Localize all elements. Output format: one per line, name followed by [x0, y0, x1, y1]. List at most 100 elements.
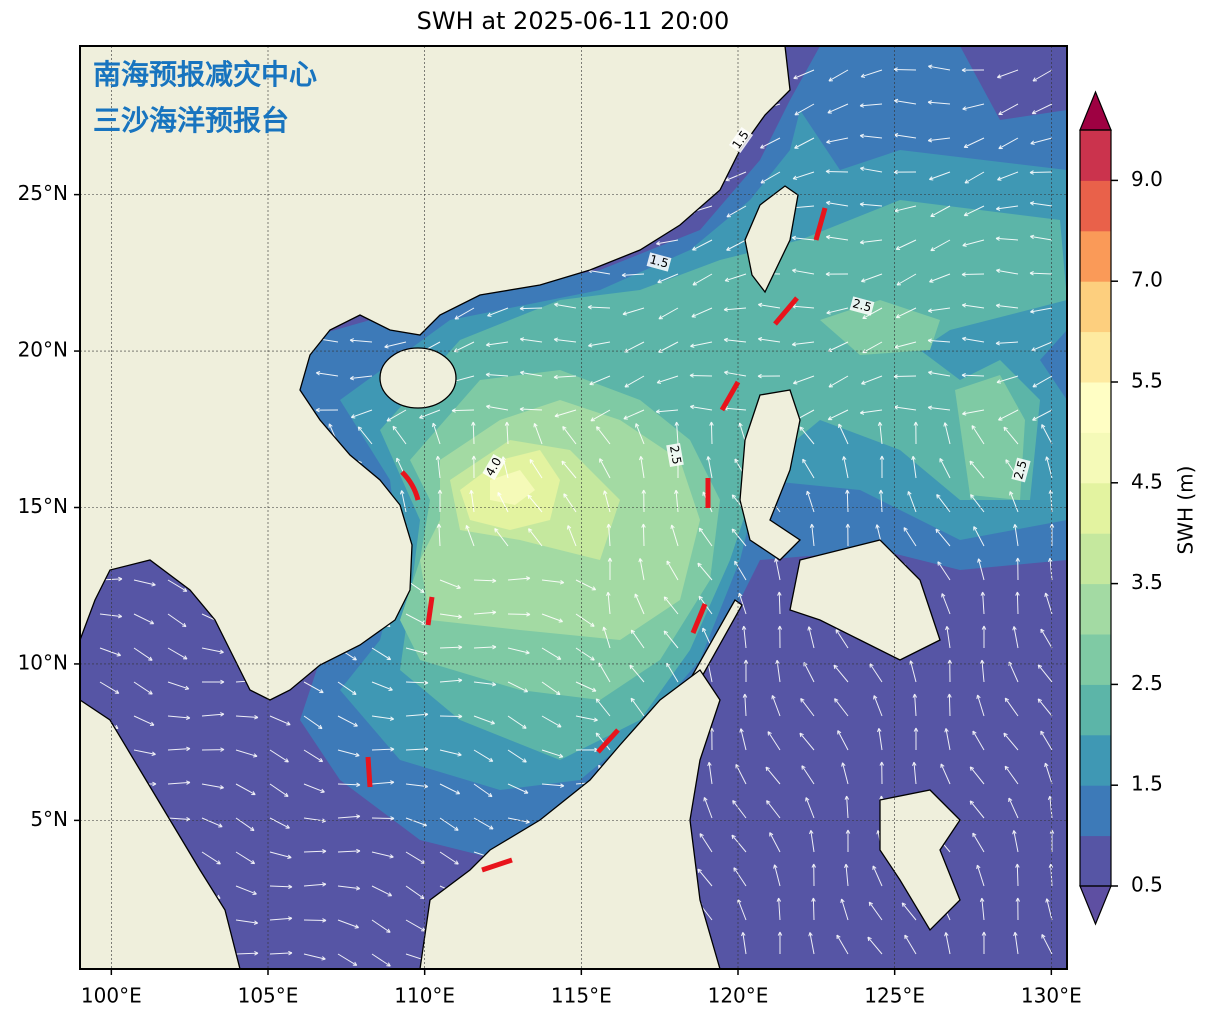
wave-arrow [527, 494, 543, 513]
contour-label-text: 1.5 [648, 252, 670, 270]
wave-arrow [606, 591, 611, 615]
wave-arrow [133, 681, 153, 695]
wave-arrow [791, 341, 815, 347]
wave-arrow [167, 579, 188, 592]
wave-arrow [201, 817, 223, 828]
wave-arrow [432, 422, 441, 445]
wave-arrow [167, 613, 187, 628]
wave-arrow [473, 715, 496, 725]
colorbar-tick-label: 7.0 [1131, 268, 1163, 292]
wave-arrow [655, 409, 679, 414]
wave-arrow [776, 897, 782, 921]
wave-arrow [473, 681, 497, 687]
wave-arrow [621, 272, 645, 278]
wave-arrow [269, 916, 293, 921]
wave-arrow [167, 715, 191, 720]
wave-arrow [269, 851, 292, 859]
wave-arrow [765, 766, 781, 785]
wave-arrow [473, 817, 494, 830]
wave-arrow [371, 747, 395, 752]
wave-arrow [760, 137, 781, 149]
wave-arrow [844, 795, 850, 819]
wave-arrow [904, 934, 917, 955]
wave-arrow [995, 205, 1019, 211]
wave-arrow [371, 816, 395, 821]
wave-arrow [590, 409, 611, 422]
wave-arrow [961, 67, 985, 73]
wave-arrow [133, 579, 156, 587]
wave-arrow [519, 337, 543, 343]
wave-arrow [439, 714, 463, 719]
wave-arrow [1015, 557, 1021, 581]
chart-title: SWH at 2025-06-11 20:00 [417, 7, 730, 35]
wave-arrow [607, 557, 613, 581]
dash [690, 603, 708, 634]
wave-arrow [731, 528, 747, 547]
wave-arrow [860, 69, 883, 78]
wave-arrow [1048, 557, 1053, 581]
x-tick-label: 125°E [864, 984, 925, 1008]
wave-arrow [998, 137, 1019, 150]
wave-arrow [894, 341, 917, 349]
wave-arrow [895, 307, 917, 319]
wave-arrow [964, 171, 985, 184]
wave-arrow [703, 797, 713, 819]
wave-arrow [809, 523, 815, 547]
wave-arrow [1041, 934, 1053, 955]
label-box [728, 126, 754, 154]
colorbar-band [1080, 533, 1111, 585]
wave-arrow [807, 626, 815, 649]
wave-arrow [969, 766, 985, 785]
colorbar-band [1080, 482, 1111, 534]
wave-arrow [998, 409, 1019, 421]
wave-arrow [658, 341, 679, 353]
wave-arrow [235, 749, 258, 758]
dash [813, 207, 828, 241]
wave-arrow [533, 422, 543, 445]
wave-arrow [201, 679, 225, 685]
wave-arrow [337, 814, 361, 819]
wave-arrow [269, 817, 290, 829]
wave-arrow [1045, 898, 1053, 921]
wave-arrow [833, 664, 849, 683]
wave-arrow [315, 370, 339, 377]
wave-arrow [806, 490, 815, 513]
wave-arrow [435, 455, 441, 479]
wave-arrow [519, 406, 543, 412]
x-tick-label: 105°E [238, 984, 299, 1008]
wave-arrow [1029, 170, 1053, 175]
wave-arrow [1031, 341, 1053, 352]
wave-arrow [587, 304, 611, 310]
wave-arrow [937, 561, 951, 581]
wave-arrow [670, 524, 679, 547]
x-tick-label: 130°E [1021, 984, 1082, 1008]
wave-arrow [487, 307, 509, 317]
wave-arrow [471, 455, 477, 479]
wave-arrow [825, 169, 849, 174]
wave-arrow [541, 579, 565, 585]
wave-arrow [739, 728, 747, 751]
wave-arrow [995, 236, 1019, 241]
wave-arrow [840, 898, 849, 921]
wave-arrow [913, 421, 919, 445]
wave-arrow [811, 863, 817, 887]
label-box [849, 296, 875, 316]
wave-arrow [1032, 69, 1053, 82]
wave-arrow [235, 851, 256, 865]
wave-arrow [808, 932, 815, 955]
colorbar-tick-label: 1.5 [1131, 772, 1163, 796]
wave-arrow [235, 951, 259, 956]
dash [425, 596, 435, 626]
wave-arrow [453, 341, 475, 353]
wave-arrow [473, 783, 493, 798]
wave-arrow [1032, 375, 1053, 388]
wave-arrow [439, 817, 459, 831]
luzon [739, 389, 802, 561]
wave-arrow [980, 659, 985, 683]
land [80, 46, 791, 701]
wave-arrow [860, 166, 883, 173]
wave-arrow [657, 273, 679, 284]
wave-arrow [663, 596, 679, 615]
wave-arrow [575, 613, 595, 627]
